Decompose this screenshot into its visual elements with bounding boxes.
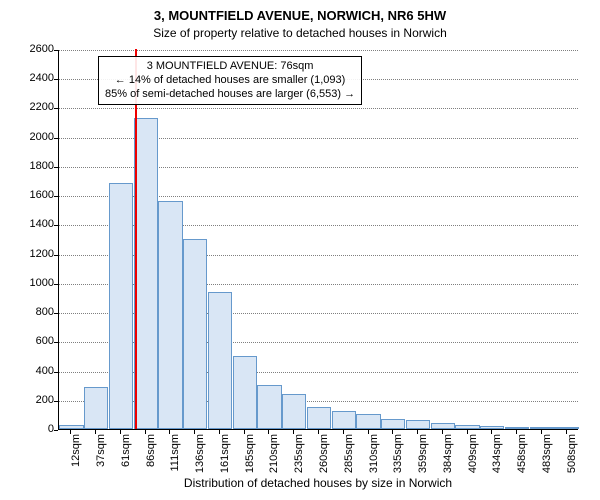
- gridline: [59, 50, 578, 51]
- histogram-bar: [307, 407, 331, 429]
- x-tick-label: 310sqm: [368, 434, 380, 478]
- x-tick-label: 260sqm: [318, 434, 330, 478]
- marker-line: [135, 49, 137, 429]
- x-tick-label: 384sqm: [442, 434, 454, 478]
- y-tick-mark: [54, 372, 58, 373]
- x-tick-label: 136sqm: [194, 434, 206, 478]
- y-tick-mark: [54, 401, 58, 402]
- histogram-bar: [356, 414, 380, 429]
- x-tick-label: 409sqm: [467, 434, 479, 478]
- y-tick-label: 1200: [10, 248, 54, 260]
- histogram-bar: [332, 411, 356, 429]
- y-tick-label: 0: [10, 423, 54, 435]
- x-tick-label: 359sqm: [417, 434, 429, 478]
- chart-subtitle: Size of property relative to detached ho…: [0, 26, 600, 40]
- histogram-bar: [530, 427, 554, 429]
- y-tick-mark: [54, 108, 58, 109]
- y-tick-label: 1600: [10, 189, 54, 201]
- histogram-bar: [84, 387, 108, 429]
- histogram-bar: [455, 425, 479, 429]
- x-tick-label: 161sqm: [219, 434, 231, 478]
- histogram-bar: [431, 423, 455, 429]
- y-tick-mark: [54, 255, 58, 256]
- x-tick-label: 61sqm: [120, 434, 132, 478]
- y-tick-label: 800: [10, 306, 54, 318]
- histogram-bar: [109, 183, 133, 429]
- y-tick-label: 2200: [10, 101, 54, 113]
- x-tick-label: 111sqm: [169, 434, 181, 478]
- annotation-line-2: ← 14% of detached houses are smaller (1,…: [105, 74, 355, 88]
- y-tick-label: 2400: [10, 72, 54, 84]
- y-tick-mark: [54, 50, 58, 51]
- x-tick-label: 86sqm: [145, 434, 157, 478]
- annotation-line-3: 85% of semi-detached houses are larger (…: [105, 88, 355, 102]
- gridline: [59, 108, 578, 109]
- x-tick-label: 483sqm: [541, 434, 553, 478]
- x-tick-label: 235sqm: [293, 434, 305, 478]
- y-tick-label: 600: [10, 335, 54, 347]
- x-tick-label: 434sqm: [491, 434, 503, 478]
- x-tick-label: 285sqm: [343, 434, 355, 478]
- y-tick-label: 1400: [10, 218, 54, 230]
- y-tick-label: 1800: [10, 160, 54, 172]
- y-tick-mark: [54, 79, 58, 80]
- property-size-chart: 3, MOUNTFIELD AVENUE, NORWICH, NR6 5HW S…: [0, 0, 600, 500]
- histogram-bar: [257, 385, 281, 429]
- histogram-bar: [282, 394, 306, 429]
- y-tick-mark: [54, 342, 58, 343]
- histogram-bar: [381, 419, 405, 429]
- annotation-line-1: 3 MOUNTFIELD AVENUE: 76sqm: [105, 60, 355, 74]
- y-tick-mark: [54, 430, 58, 431]
- annotation-box: 3 MOUNTFIELD AVENUE: 76sqm ← 14% of deta…: [98, 56, 362, 105]
- histogram-bar: [134, 118, 158, 429]
- y-tick-label: 2600: [10, 43, 54, 55]
- histogram-bar: [505, 427, 529, 429]
- y-tick-mark: [54, 138, 58, 139]
- histogram-bar: [480, 426, 504, 429]
- x-tick-label: 458sqm: [516, 434, 528, 478]
- y-tick-mark: [54, 196, 58, 197]
- histogram-bar: [158, 201, 182, 429]
- histogram-bar: [233, 356, 257, 429]
- y-tick-label: 400: [10, 365, 54, 377]
- y-tick-mark: [54, 167, 58, 168]
- histogram-bar: [59, 425, 83, 429]
- y-tick-label: 2000: [10, 131, 54, 143]
- plot-area: [58, 50, 578, 430]
- x-tick-label: 12sqm: [70, 434, 82, 478]
- x-tick-label: 210sqm: [268, 434, 280, 478]
- y-tick-mark: [54, 284, 58, 285]
- histogram-bar: [208, 292, 232, 429]
- chart-title: 3, MOUNTFIELD AVENUE, NORWICH, NR6 5HW: [0, 8, 600, 23]
- x-tick-label: 508sqm: [566, 434, 578, 478]
- x-tick-label: 37sqm: [95, 434, 107, 478]
- x-axis-label: Distribution of detached houses by size …: [58, 476, 578, 490]
- y-tick-label: 1000: [10, 277, 54, 289]
- y-tick-mark: [54, 313, 58, 314]
- histogram-bar: [183, 239, 207, 429]
- x-tick-label: 335sqm: [392, 434, 404, 478]
- y-tick-mark: [54, 225, 58, 226]
- histogram-bar: [406, 420, 430, 429]
- x-tick-label: 185sqm: [244, 434, 256, 478]
- y-tick-label: 200: [10, 394, 54, 406]
- histogram-bar: [554, 427, 578, 429]
